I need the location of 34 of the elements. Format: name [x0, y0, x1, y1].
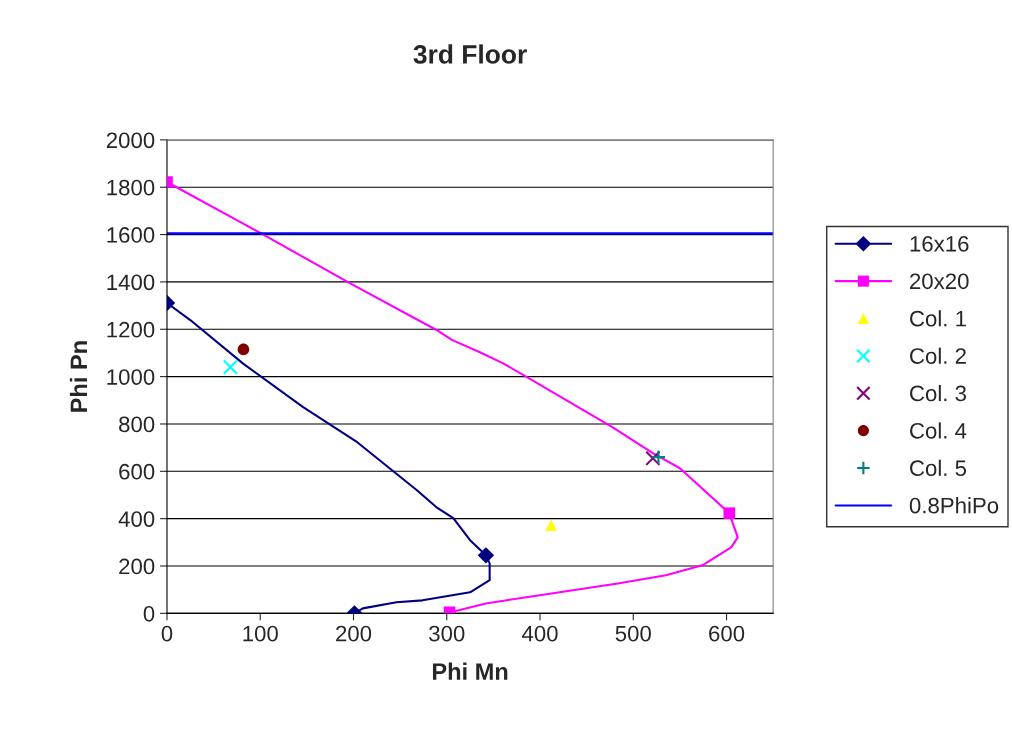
y-tick-label: 400 — [118, 511, 155, 527]
legend-label: 0.8PhiPo — [909, 497, 999, 514]
x-tick-label: 0 — [161, 625, 173, 642]
legend-label: Col. 1 — [910, 310, 966, 327]
chart-title: 3rd Floor — [413, 44, 527, 64]
legend-label: 20x20 — [910, 273, 969, 290]
x-axis-title: Phi Mn — [432, 662, 508, 680]
legend-label: 16x16 — [910, 236, 969, 252]
y-axis-title: Phi Pn — [69, 341, 87, 412]
point — [545, 519, 558, 532]
legend-label: Col. 3 — [910, 384, 967, 402]
y-tick-label: 1800 — [107, 179, 155, 196]
x-tick-label: 500 — [615, 625, 651, 642]
y-tick-label: 2000 — [106, 132, 155, 149]
x-tick-label: 300 — [429, 625, 465, 642]
legend-label: Col. 2 — [910, 347, 966, 364]
y-tick-label: 1600 — [107, 227, 155, 243]
y-tick-label: 800 — [119, 416, 155, 433]
x-tick-label: 600 — [709, 625, 745, 642]
point — [650, 449, 667, 465]
x-tick-label: 400 — [521, 625, 558, 642]
point — [222, 359, 239, 375]
y-tick-label: 0 — [143, 605, 155, 622]
point — [237, 343, 250, 356]
y-tick-label: 1000 — [107, 369, 155, 385]
y-tick-label: 1200 — [107, 321, 155, 338]
legend-label: Col. 5 — [910, 459, 967, 477]
x-tick-label: 200 — [336, 625, 372, 642]
y-tick-label: 1400 — [107, 274, 155, 291]
legend-label: Col. 4 — [910, 422, 967, 439]
y-tick-label: 600 — [119, 463, 155, 480]
x-tick-label: 100 — [243, 625, 278, 642]
point — [645, 450, 661, 466]
y-tick-label: 200 — [119, 558, 155, 575]
